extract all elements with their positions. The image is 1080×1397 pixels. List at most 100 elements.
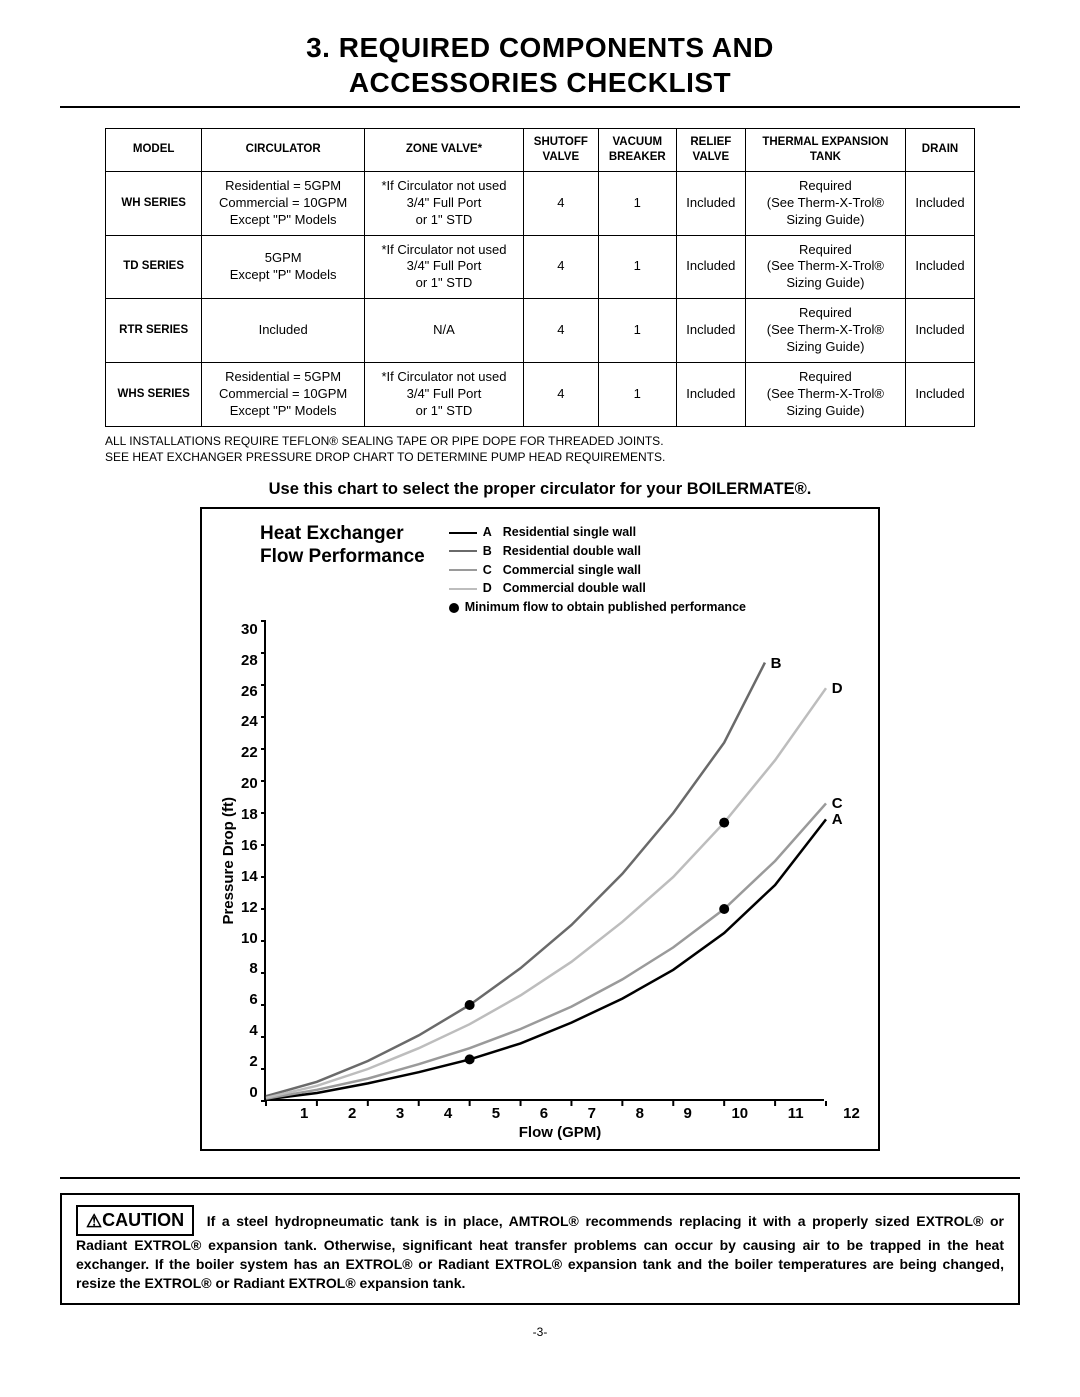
table-cell-vacuum: 1 bbox=[598, 299, 676, 363]
legend-key: D bbox=[483, 579, 497, 598]
x-axis-label: Flow (GPM) bbox=[260, 1124, 860, 1141]
table-cell-relief: Included bbox=[676, 235, 745, 299]
legend-label: Commercial double wall bbox=[503, 579, 646, 598]
x-tick-label: 7 bbox=[588, 1105, 596, 1122]
x-tick-label: 6 bbox=[540, 1105, 548, 1122]
table-cell-drain: Included bbox=[905, 235, 974, 299]
chart-min-flow-marker bbox=[719, 904, 729, 914]
table-cell-drain: Included bbox=[905, 362, 974, 426]
legend-key: A bbox=[483, 523, 497, 542]
table-header-cell: CIRCULATOR bbox=[202, 129, 365, 172]
y-tick-label: 6 bbox=[241, 991, 258, 1008]
legend-key: B bbox=[483, 542, 497, 561]
x-tick-label: 12 bbox=[843, 1105, 860, 1122]
section-rule bbox=[60, 1177, 1020, 1179]
chart-caption: Use this chart to select the proper circ… bbox=[60, 480, 1020, 499]
y-axis-label: Pressure Drop (ft) bbox=[220, 797, 237, 925]
table-cell-relief: Included bbox=[676, 171, 745, 235]
caution-label-text: CAUTION bbox=[102, 1210, 184, 1230]
table-cell-drain: Included bbox=[905, 299, 974, 363]
y-tick-label: 24 bbox=[241, 713, 258, 730]
table-header-cell: RELIEFVALVE bbox=[676, 129, 745, 172]
table-cell-drain: Included bbox=[905, 171, 974, 235]
table-header-cell: VACUUMBREAKER bbox=[598, 129, 676, 172]
y-tick-label: 18 bbox=[241, 806, 258, 823]
legend-label: Residential double wall bbox=[503, 542, 641, 561]
page-number: -3- bbox=[60, 1325, 1020, 1339]
legend-line-icon bbox=[449, 569, 477, 571]
caution-label: ⚠CAUTION bbox=[76, 1205, 194, 1236]
x-tick-label: 5 bbox=[492, 1105, 500, 1122]
y-tick-label: 20 bbox=[241, 775, 258, 792]
y-tick-label: 16 bbox=[241, 837, 258, 854]
table-cell-shutoff: 4 bbox=[523, 299, 598, 363]
y-tick-label: 4 bbox=[241, 1022, 258, 1039]
caution-text: If a steel hydropneumatic tank is in pla… bbox=[76, 1213, 1004, 1291]
x-tick-label: 9 bbox=[684, 1105, 692, 1122]
page-title: 3. REQUIRED COMPONENTS AND ACCESSORIES C… bbox=[60, 30, 1020, 100]
x-tick-label: 8 bbox=[636, 1105, 644, 1122]
table-cell-vacuum: 1 bbox=[598, 171, 676, 235]
table-header-cell: SHUTOFFVALVE bbox=[523, 129, 598, 172]
legend-label: Residential single wall bbox=[503, 523, 636, 542]
table-row: TD SERIES5GPMExcept "P" Models*If Circul… bbox=[106, 235, 975, 299]
chart-min-flow-marker bbox=[719, 818, 729, 828]
table-cell-relief: Included bbox=[676, 362, 745, 426]
x-tick-label: 2 bbox=[348, 1105, 356, 1122]
chart-series-A bbox=[266, 819, 826, 1099]
legend-marker-icon bbox=[449, 603, 459, 613]
table-cell-zone: *If Circulator not used3/4" Full Portor … bbox=[365, 362, 524, 426]
table-cell-relief: Included bbox=[676, 299, 745, 363]
x-tick-label: 1 bbox=[300, 1105, 308, 1122]
y-tick-label: 14 bbox=[241, 868, 258, 885]
legend-item: D Commercial double wall bbox=[449, 579, 746, 598]
chart-plot-area: ABCD bbox=[264, 621, 824, 1101]
chart-min-flow-marker bbox=[464, 1000, 474, 1010]
table-cell-thermal: Required(See Therm-X-Trol®Sizing Guide) bbox=[745, 235, 905, 299]
table-header-cell: DRAIN bbox=[905, 129, 974, 172]
chart-container: Heat ExchangerFlow Performance A Resident… bbox=[200, 507, 880, 1151]
y-tick-label: 28 bbox=[241, 652, 258, 669]
legend-item: Minimum flow to obtain published perform… bbox=[449, 598, 746, 617]
curve-end-label-C: C bbox=[832, 795, 843, 812]
table-header-cell: ZONE VALVE* bbox=[365, 129, 524, 172]
x-tick-label: 10 bbox=[731, 1105, 748, 1122]
y-tick-label: 30 bbox=[241, 621, 258, 638]
title-rule bbox=[60, 106, 1020, 108]
chart-legend: A Residential single wall B Residential dou… bbox=[449, 523, 746, 617]
y-axis-ticks: 302826242220181614121086420 bbox=[241, 621, 264, 1101]
legend-label: Minimum flow to obtain published perform… bbox=[465, 598, 746, 617]
table-row: RTR SERIESIncludedN/A41IncludedRequired(… bbox=[106, 299, 975, 363]
table-header-row: MODELCIRCULATORZONE VALVE*SHUTOFFVALVEVA… bbox=[106, 129, 975, 172]
table-cell-model: RTR SERIES bbox=[106, 299, 202, 363]
table-header-cell: THERMAL EXPANSIONTANK bbox=[745, 129, 905, 172]
table-cell-circulator: Residential = 5GPMCommercial = 10GPMExce… bbox=[202, 171, 365, 235]
curve-end-label-A: A bbox=[832, 811, 843, 828]
table-cell-thermal: Required(See Therm-X-Trol®Sizing Guide) bbox=[745, 171, 905, 235]
y-tick-label: 2 bbox=[241, 1053, 258, 1070]
legend-line-icon bbox=[449, 532, 477, 534]
caution-box: ⚠CAUTION If a steel hydropneumatic tank … bbox=[60, 1193, 1020, 1305]
y-tick-label: 26 bbox=[241, 683, 258, 700]
legend-item: CCommercial single wall bbox=[449, 561, 746, 580]
chart-title: Heat ExchangerFlow Performance bbox=[260, 523, 425, 569]
table-notes: ALL INSTALLATIONS REQUIRE TEFLON® SEALIN… bbox=[105, 433, 975, 467]
warning-icon: ⚠ bbox=[86, 1209, 102, 1233]
curve-end-label-B: B bbox=[771, 655, 782, 672]
legend-item: B Residential double wall bbox=[449, 542, 746, 561]
table-header-cell: MODEL bbox=[106, 129, 202, 172]
x-tick-label: 11 bbox=[788, 1105, 804, 1122]
y-tick-label: 10 bbox=[241, 930, 258, 947]
chart-series-C bbox=[266, 803, 826, 1098]
table-note-2: SEE HEAT EXCHANGER PRESSURE DROP CHART T… bbox=[105, 449, 975, 466]
table-row: WH SERIESResidential = 5GPMCommercial = … bbox=[106, 171, 975, 235]
table-cell-shutoff: 4 bbox=[523, 362, 598, 426]
title-line1: 3. REQUIRED COMPONENTS AND bbox=[306, 32, 774, 63]
table-cell-model: WHS SERIES bbox=[106, 362, 202, 426]
y-tick-label: 8 bbox=[241, 960, 258, 977]
table-cell-zone: N/A bbox=[365, 299, 524, 363]
table-cell-model: WH SERIES bbox=[106, 171, 202, 235]
x-tick-label: 4 bbox=[444, 1105, 452, 1122]
legend-line-icon bbox=[449, 550, 477, 552]
y-tick-label: 0 bbox=[241, 1084, 258, 1101]
